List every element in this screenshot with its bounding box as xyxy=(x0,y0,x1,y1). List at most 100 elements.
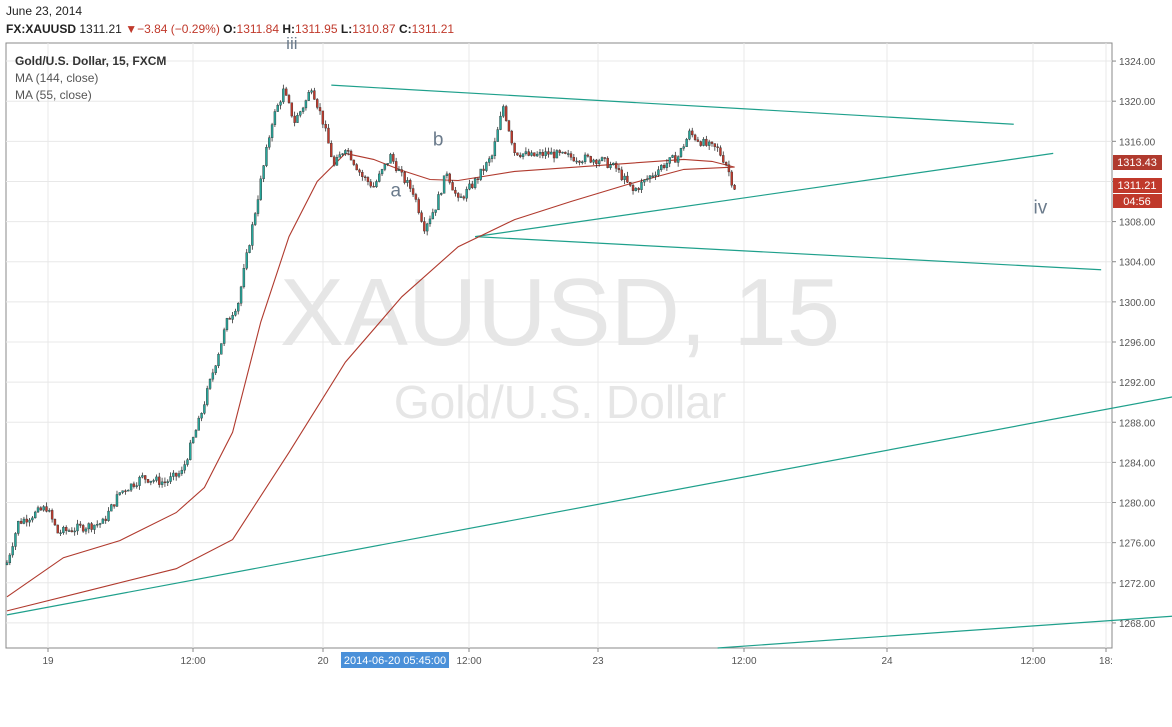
candle-body xyxy=(457,193,460,198)
quote-bar: FX:XAUUSD 1311.21 ▼−3.84 (−0.29%) O:1311… xyxy=(6,22,454,36)
candle-body xyxy=(363,176,367,179)
y-tick-label: 1284.00 xyxy=(1119,458,1156,469)
candle-body xyxy=(160,481,164,485)
low-value: 1310.87 xyxy=(352,22,396,36)
candle-body xyxy=(423,221,426,232)
trendline xyxy=(475,236,1102,271)
candle-body xyxy=(141,475,144,478)
candle-body xyxy=(11,546,14,556)
candle-body xyxy=(129,483,133,491)
open-label: O: xyxy=(223,22,237,36)
candle-body xyxy=(174,472,178,477)
candle-body xyxy=(124,490,127,492)
candle-body xyxy=(564,151,567,154)
plot-area[interactable] xyxy=(5,42,1113,649)
candle-body xyxy=(533,152,536,157)
candle-body xyxy=(569,153,573,158)
wave-label-a[interactable]: a xyxy=(391,181,402,202)
legend-ma-55[interactable]: MA (55, close) xyxy=(15,88,92,102)
candle-body xyxy=(152,480,155,482)
candle-body xyxy=(626,175,629,183)
crosshair-time-box xyxy=(341,652,449,668)
candle-body xyxy=(256,199,260,214)
candle-body xyxy=(631,185,635,191)
candle-body xyxy=(535,153,539,157)
candle-body xyxy=(169,476,172,482)
price-axis[interactable]: 1268.00 1272.00 1276.00 1280.00 1284.00 1288.… xyxy=(1112,57,1156,630)
candle-body xyxy=(158,476,161,485)
candle-body xyxy=(479,168,482,180)
high-label: H: xyxy=(282,22,296,36)
y-tick-label: 1276.00 xyxy=(1119,539,1156,550)
x-tick-label: 23 xyxy=(592,656,604,667)
trendline xyxy=(717,615,1172,649)
time-axis[interactable]: 19 12:00 20 12:00 23 12:00 24 12:00 18: xyxy=(42,648,1113,667)
y-tick-label: 1308.00 xyxy=(1119,218,1156,229)
candle-body xyxy=(699,141,702,146)
candle-body xyxy=(406,180,409,183)
candle-body xyxy=(629,182,632,186)
y-tick-label: 1300.00 xyxy=(1119,298,1156,309)
candle-body xyxy=(620,169,623,180)
candle-body xyxy=(112,504,116,507)
trendline xyxy=(475,152,1054,238)
y-tick-label: 1296.00 xyxy=(1119,338,1156,349)
open-value: 1311.84 xyxy=(236,22,280,36)
candle-body xyxy=(598,160,601,164)
trendline xyxy=(331,84,1014,125)
candle-body xyxy=(668,157,671,164)
candle-body xyxy=(499,115,502,130)
candle-body xyxy=(42,506,45,511)
candle-body xyxy=(65,527,68,531)
candle-body xyxy=(380,169,384,175)
legend-ma-144[interactable]: MA (144, close) xyxy=(15,71,99,85)
candle-body xyxy=(237,303,240,312)
candle-body xyxy=(318,107,322,112)
candle-body xyxy=(262,165,265,180)
candle-body xyxy=(462,196,466,199)
wave-label-b[interactable]: b xyxy=(433,129,444,150)
candle-body xyxy=(93,524,96,530)
wave-label-iv[interactable]: iv xyxy=(1033,198,1047,219)
y-tick-label: 1288.00 xyxy=(1119,418,1156,429)
x-tick-label: 24 xyxy=(881,656,893,667)
trendlines[interactable] xyxy=(6,84,1172,649)
ma-price-tag xyxy=(1113,155,1162,170)
candle-body xyxy=(14,533,17,547)
candle-body xyxy=(84,528,88,532)
last-price: 1311.21 xyxy=(79,22,122,36)
candle-body xyxy=(17,520,20,534)
y-tick-label: 1272.00 xyxy=(1119,579,1156,590)
y-tick-label: 1316.00 xyxy=(1119,137,1156,148)
countdown-tag-text: 04:56 xyxy=(1123,196,1151,208)
candle-body xyxy=(98,523,102,525)
candle-body xyxy=(397,169,401,171)
candle-body xyxy=(189,442,192,460)
candle-body xyxy=(163,481,167,484)
watermark-name: Gold/U.S. Dollar xyxy=(394,376,726,428)
candle-body xyxy=(378,173,381,182)
candle-body xyxy=(180,469,184,474)
legend-title[interactable]: Gold/U.S. Dollar, 15, FXCM xyxy=(15,54,167,68)
candle-body xyxy=(265,146,268,166)
candle-body xyxy=(56,524,59,534)
candle-body xyxy=(550,151,553,155)
wave-label-iii[interactable]: iii xyxy=(286,34,297,53)
candle-body xyxy=(19,520,23,524)
candle-body xyxy=(665,163,669,168)
candle-body xyxy=(561,151,564,154)
candle-body xyxy=(127,489,130,492)
candles xyxy=(5,84,736,566)
candle-body xyxy=(524,151,528,154)
symbol[interactable]: FX:XAUUSD xyxy=(6,22,77,36)
ma-price-tag-text: 1313.43 xyxy=(1117,157,1157,169)
candle-body xyxy=(654,174,657,177)
candle-body xyxy=(245,252,248,269)
candle-body xyxy=(310,90,313,93)
ma-line xyxy=(6,152,735,598)
candle-body xyxy=(118,492,122,495)
candle-body xyxy=(651,175,654,178)
candle-body xyxy=(200,413,203,419)
candle-body xyxy=(220,343,223,355)
